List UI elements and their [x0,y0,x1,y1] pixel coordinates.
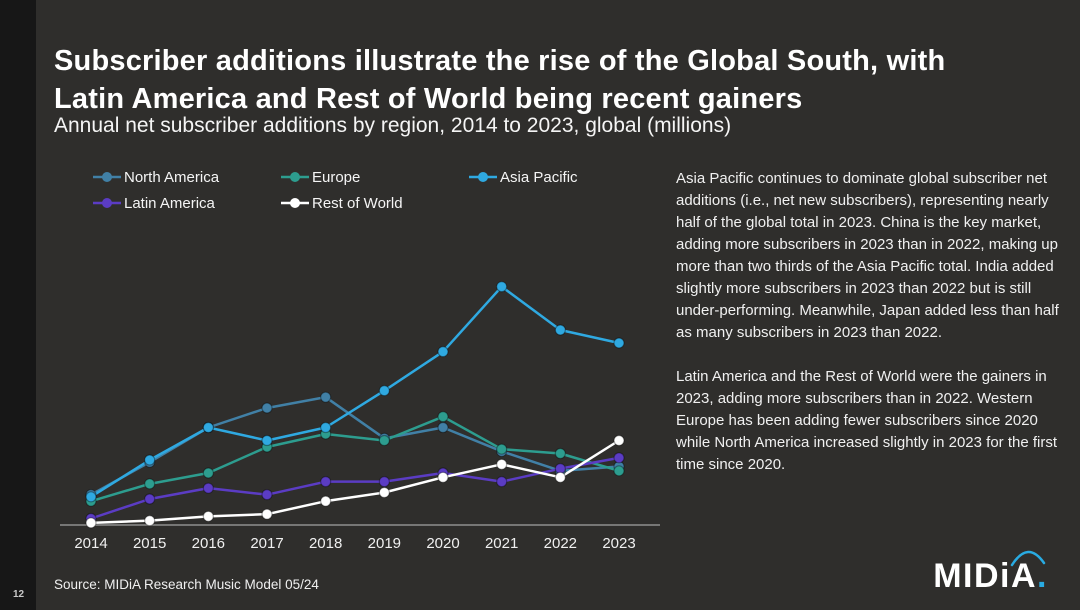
legend-marker-asia-pacific [469,172,497,182]
chart-legend: North America Europe Asia Pacific Latin Ame… [92,168,656,212]
data-point-asia-pacific-2023 [613,337,625,349]
data-point-north-america-2020 [437,421,449,434]
data-point-latin-america-2018 [320,476,332,488]
legend-item-latin-america: Latin America [92,194,280,212]
legend-marker-europe [281,172,309,182]
data-point-europe-2019 [378,434,390,447]
x-axis-label-2015: 2015 [133,535,166,550]
x-axis-label-2019: 2019 [368,535,401,550]
data-point-north-america-2017 [261,402,273,414]
data-point-latin-america-2017 [261,489,273,501]
data-point-asia-pacific-2022 [554,324,566,336]
data-point-latin-america-2015 [144,493,156,505]
subscriber-chart-svg: 2014 2015 2016 2017 2018 2019 2020 2021 2022 2023 [60,281,660,550]
legend-marker-rest-of-world [281,198,309,208]
series-line-europe [89,415,621,503]
data-point-latin-america-2023 [613,452,625,464]
page-number: 12 [13,589,25,600]
x-axis-label-2014: 2014 [74,535,107,550]
data-point-rest-of-world-2014 [85,517,97,529]
x-axis-label-2017: 2017 [250,535,283,550]
slide-title-line2: Latin America and Rest of World being re… [54,83,803,116]
data-point-asia-pacific-2015 [144,454,156,466]
legend-item-asia-pacific: Asia Pacific [468,168,656,186]
series-line-rest-of-world [89,439,621,525]
commentary-panel: Asia Pacific continues to dominate globa… [676,168,1074,498]
data-point-rest-of-world-2016 [202,510,214,522]
data-point-asia-pacific-2019 [378,385,390,397]
x-axis-label-2016: 2016 [192,535,225,550]
data-point-latin-america-2019 [378,476,390,488]
data-point-rest-of-world-2023 [613,434,625,447]
data-point-asia-pacific-2014 [85,491,97,503]
legend-marker-latin-america [93,198,121,208]
viewer-margin: 12 [0,0,36,610]
legend-label-north-america: North America [124,168,220,186]
x-axis-label-2020: 2020 [426,535,459,550]
data-point-europe-2020 [437,411,449,423]
data-point-rest-of-world-2021 [496,458,508,470]
data-point-asia-pacific-2017 [261,434,273,447]
chart-subtitle: Annual net subscriber additions by regio… [54,114,732,137]
series-line-asia-pacific [89,285,621,499]
data-point-latin-america-2016 [202,482,214,494]
legend-label-asia-pacific: Asia Pacific [500,168,578,186]
x-axis-label-2021: 2021 [485,535,518,550]
data-point-asia-pacific-2016 [202,421,214,434]
data-point-asia-pacific-2018 [320,421,332,434]
data-point-asia-pacific-2021 [496,281,508,293]
commentary-paragraph-2: Latin America and the Rest of World were… [676,368,1058,473]
legend-label-rest-of-world: Rest of World [312,194,403,212]
data-point-rest-of-world-2019 [378,486,390,499]
legend-item-north-america: North America [92,168,280,186]
legend-label-europe: Europe [312,168,361,186]
data-point-europe-2023 [613,465,625,477]
data-point-asia-pacific-2020 [437,346,449,358]
legend-item-rest-of-world: Rest of World [280,194,468,212]
legend-label-latin-america: Latin America [124,194,215,212]
data-point-rest-of-world-2015 [144,515,156,527]
midia-logo: MIDiA. [933,550,1048,596]
data-point-europe-2015 [144,478,156,490]
data-point-europe-2016 [202,467,214,479]
source-note: Source: MIDiA Research Music Model 05/24 [54,577,319,592]
slide-title: Subscriber additions illustrate the rise… [54,43,1054,118]
x-axis-label-2018: 2018 [309,535,342,550]
data-point-europe-2022 [554,447,566,460]
data-point-latin-america-2021 [496,476,508,488]
data-point-rest-of-world-2017 [261,508,273,520]
x-axis-label-2022: 2022 [544,535,577,550]
data-point-north-america-2018 [320,391,332,403]
midia-logo-arc-icon [1010,550,1046,567]
midia-logo-text: MIDiA [933,557,1038,595]
commentary-paragraph-1: Asia Pacific continues to dominate globa… [676,170,1059,341]
legend-marker-north-america [93,172,121,182]
slide: Subscriber additions illustrate the rise… [36,0,1080,610]
series-line-latin-america [89,456,621,520]
slide-title-line1: Subscriber additions illustrate the rise… [54,45,946,78]
midia-logo-dot: . [1037,557,1048,595]
data-point-rest-of-world-2020 [437,471,449,483]
legend-item-europe: Europe [280,168,468,186]
data-point-rest-of-world-2018 [320,495,332,507]
data-point-europe-2021 [496,443,508,455]
chart-area: 2014 2015 2016 2017 2018 2019 2020 2021 2022 2023 [46,210,676,550]
x-axis-label-2023: 2023 [602,535,635,550]
data-point-rest-of-world-2022 [554,471,566,483]
